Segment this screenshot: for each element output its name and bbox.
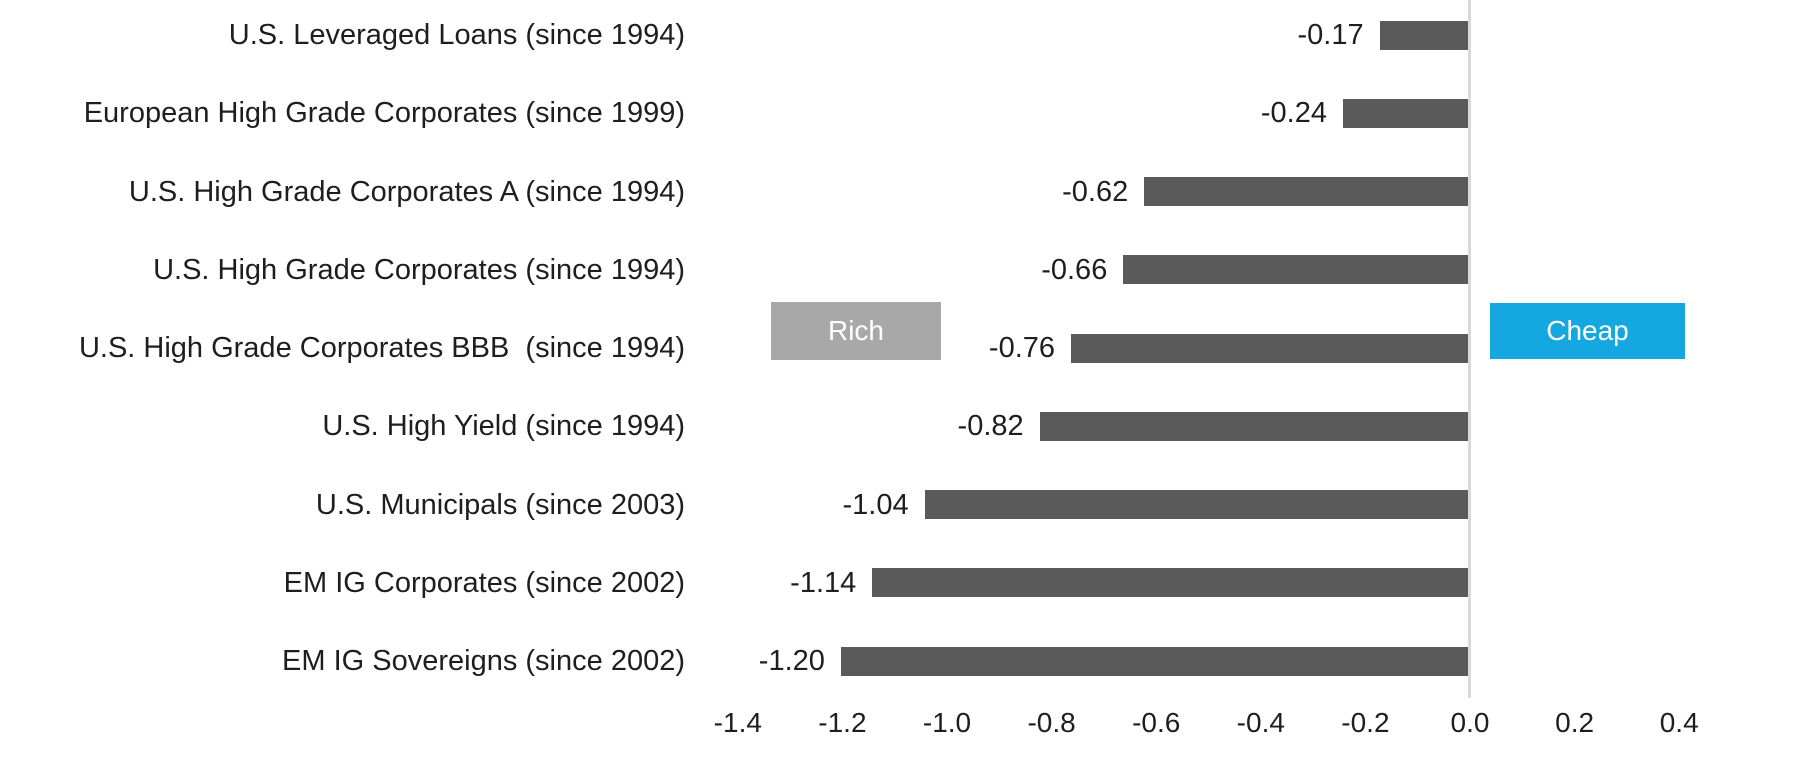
value-label: -1.04 (842, 488, 909, 521)
category-label: U.S. High Yield (since 1994) (322, 410, 685, 443)
bar (872, 568, 1469, 598)
bar (840, 646, 1469, 676)
bar (1342, 98, 1469, 128)
value-label: -0.76 (988, 332, 1056, 364)
value-label: -0.66 (1041, 253, 1108, 286)
bar (1144, 177, 1469, 206)
x-axis-tick-label: -0.6 (1132, 707, 1181, 738)
category-label: EM IG Sovereigns (since 2002) (282, 645, 685, 677)
category-label: U.S. Municipals (since 2003) (315, 488, 685, 521)
category-label: European High Grade Corporates (since 19… (83, 97, 685, 130)
category-label: EM IG Corporates (since 2002) (283, 566, 685, 599)
x-axis-tick-label: -1.2 (818, 707, 867, 738)
rich-annotation-box: Rich (771, 302, 941, 360)
bar (1123, 255, 1469, 285)
cheap-annotation-box: Cheap (1490, 303, 1685, 359)
value-label: -0.82 (957, 410, 1024, 443)
cheap-annotation-label: Cheap (1546, 315, 1629, 346)
x-axis-tick-label: -0.4 (1236, 707, 1285, 738)
x-axis-tick-label: -0.8 (1027, 707, 1076, 738)
category-label: U.S. High Grade Corporates A (since 1994… (128, 175, 685, 208)
x-axis-tick-label: 0.2 (1555, 707, 1595, 738)
category-label: U.S. Leveraged Loans (since 1994) (228, 19, 685, 51)
category-label: U.S. High Grade Corporates BBB (since 19… (78, 332, 685, 364)
zero-axis-line (1468, 0, 1471, 698)
bar (1379, 20, 1469, 50)
value-label: -1.20 (758, 645, 825, 677)
value-label: -0.24 (1260, 97, 1327, 130)
x-axis-tick-label: -1.0 (922, 707, 972, 738)
bar (1039, 411, 1469, 441)
value-label: -0.62 (1062, 175, 1129, 208)
bar (924, 490, 1469, 519)
bar (1071, 333, 1469, 363)
x-axis-tick-label: 0.4 (1659, 707, 1699, 738)
value-label: -1.14 (790, 566, 857, 599)
x-axis-tick-label: 0.0 (1450, 707, 1490, 738)
x-axis-tick-label: -0.2 (1341, 707, 1390, 738)
x-axis-tick-label: -1.4 (713, 707, 762, 738)
value-label: -0.17 (1297, 19, 1364, 51)
rich-annotation-label: Rich (827, 315, 884, 346)
category-label: U.S. High Grade Corporates (since 1994) (153, 253, 685, 286)
